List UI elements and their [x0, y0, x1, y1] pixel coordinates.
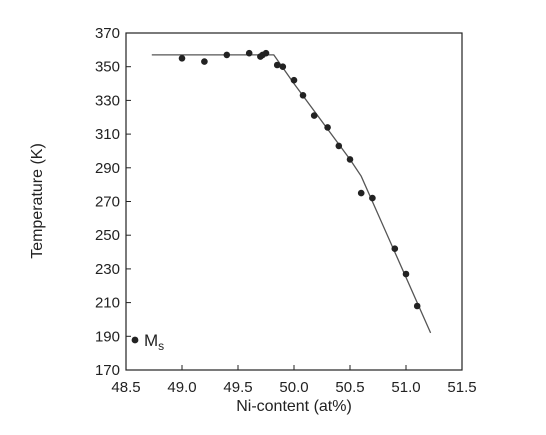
- legend-label-subscript: s: [158, 339, 164, 353]
- x-tick-label-2: 49.5: [223, 379, 252, 396]
- ms-point-3: [245, 49, 253, 57]
- trend-line: [151, 54, 432, 334]
- y-axis-label: Temperature (K): [29, 143, 46, 259]
- ms-point-15: [357, 189, 365, 197]
- legend-marker: [131, 336, 139, 344]
- ms-point-19: [413, 302, 421, 310]
- legend-label-main: M: [144, 331, 158, 350]
- y-tick-label-4: 250: [95, 227, 120, 244]
- y-tick-label-0: 170: [95, 362, 120, 379]
- y-tick-label-8: 330: [95, 92, 120, 109]
- y-tick-label-6: 290: [95, 160, 120, 177]
- y-tick-label-9: 350: [95, 59, 120, 76]
- legend-label: Ms: [144, 331, 164, 353]
- ms-point-0: [178, 55, 186, 62]
- y-tick-label-7: 310: [95, 126, 120, 143]
- x-tick-label-5: 51.0: [391, 379, 420, 396]
- ms-point-9: [290, 76, 298, 84]
- ms-point-6: [262, 49, 270, 57]
- ms-point-12: [324, 124, 331, 131]
- ms-point-2: [223, 51, 231, 59]
- ms-point-17: [391, 245, 399, 252]
- ms-point-14: [346, 156, 354, 163]
- ms-point-11: [310, 112, 318, 119]
- y-tick-label-3: 230: [95, 261, 120, 278]
- ms-point-1: [201, 58, 208, 65]
- ms-point-18: [402, 270, 410, 278]
- x-tick-label-3: 50.0: [279, 379, 308, 396]
- x-axis-ticks: 48.5 49.0 49.5 50.0 50.5 51.0 51.5: [111, 365, 477, 396]
- x-tick-label-6: 51.5: [447, 379, 476, 396]
- x-tick-label-0: 48.5: [111, 379, 140, 396]
- y-axis-ticks: 170 190 210 230 250 270 290 310 330 350 370: [95, 25, 131, 379]
- y-tick-label-2: 210: [95, 295, 120, 312]
- ms-point-10: [299, 92, 307, 99]
- x-tick-label-4: 50.5: [335, 379, 364, 396]
- x-axis-label: Ni-content (at%): [236, 398, 352, 415]
- ms-point-16: [369, 194, 376, 202]
- ms-point-13: [335, 142, 343, 150]
- legend: Ms: [131, 331, 164, 353]
- y-tick-label-5: 270: [95, 194, 120, 211]
- ms-point-8: [279, 63, 287, 70]
- ms-data-points: [178, 49, 421, 310]
- trend-line-path: [151, 54, 432, 334]
- y-tick-label-1: 190: [95, 328, 120, 345]
- y-tick-label-10: 370: [95, 25, 120, 42]
- x-tick-label-1: 49.0: [167, 379, 196, 396]
- ms-point-7: [273, 61, 281, 69]
